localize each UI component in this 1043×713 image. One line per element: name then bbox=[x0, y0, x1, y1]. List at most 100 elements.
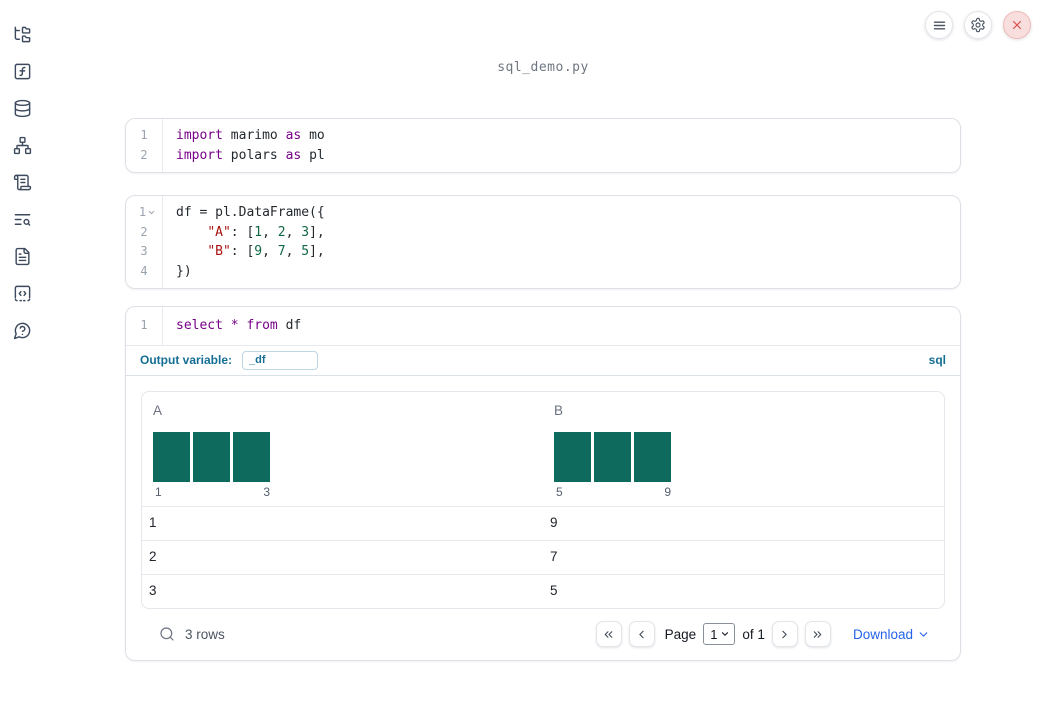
code-line[interactable]: import polars as pl bbox=[176, 147, 325, 163]
menu-icon bbox=[933, 20, 945, 30]
code-square-dashed-icon[interactable] bbox=[12, 283, 32, 303]
search-icon[interactable] bbox=[159, 626, 175, 642]
notebook-filename: sql_demo.py bbox=[497, 60, 589, 75]
settings-button[interactable] bbox=[964, 11, 992, 39]
notebook-actions-toolbar bbox=[925, 11, 1031, 39]
code-line[interactable]: "B": [9, 7, 5], bbox=[207, 244, 325, 259]
last-page-button[interactable] bbox=[804, 621, 831, 647]
histogram-max-label: 9 bbox=[664, 484, 671, 499]
fold-chevron-icon[interactable] bbox=[147, 208, 156, 217]
sql-cell[interactable]: 1 select * from df Output variable: sql … bbox=[125, 306, 961, 661]
network-icon[interactable] bbox=[12, 135, 32, 155]
code-content[interactable]: df = pl.DataFrame({ "A": [1, 2, 3], "B":… bbox=[163, 196, 325, 288]
table-cell: 2 bbox=[149, 548, 157, 564]
shutdown-button[interactable] bbox=[1003, 11, 1031, 39]
histogram-bar bbox=[554, 431, 591, 482]
page-of-label: of 1 bbox=[742, 626, 765, 642]
next-page-button[interactable] bbox=[771, 621, 798, 647]
table-cell: 9 bbox=[550, 514, 558, 530]
menu-button[interactable] bbox=[925, 11, 953, 39]
code-line[interactable]: import marimo as mo bbox=[176, 128, 325, 143]
histogram-bar bbox=[233, 431, 270, 482]
first-page-button[interactable] bbox=[595, 621, 622, 647]
code-line[interactable]: "A": [1, 2, 3], bbox=[207, 224, 325, 240]
line-number: 2 bbox=[140, 224, 148, 239]
code-line[interactable]: select * from df bbox=[176, 318, 302, 333]
column-histogram bbox=[554, 431, 671, 482]
line-number: 1 bbox=[126, 203, 162, 223]
database-icon[interactable] bbox=[12, 98, 32, 118]
histogram-max-label: 3 bbox=[263, 484, 270, 499]
histogram-bar bbox=[634, 431, 671, 482]
page-select[interactable]: 1 bbox=[703, 623, 736, 645]
table-cell: 7 bbox=[550, 548, 558, 564]
line-number: 1 bbox=[140, 128, 148, 142]
text-search-icon[interactable] bbox=[12, 209, 32, 229]
line-number-gutter: 1 bbox=[126, 307, 163, 345]
output-variable-label: Output variable: bbox=[140, 353, 233, 367]
code-line[interactable]: df = pl.DataFrame({ bbox=[176, 205, 325, 220]
line-number: 2 bbox=[140, 147, 148, 162]
column-histogram bbox=[153, 431, 270, 482]
line-number: 3 bbox=[140, 244, 148, 258]
page-label: Page bbox=[664, 626, 697, 642]
column-name[interactable]: A bbox=[153, 402, 163, 418]
table-footer: 3 rows Page 1 of 1 bbox=[141, 609, 945, 660]
close-icon bbox=[1012, 20, 1022, 30]
chevron-down-icon bbox=[722, 632, 729, 636]
line-number: 4 bbox=[140, 263, 148, 278]
download-button[interactable]: Download bbox=[853, 627, 930, 642]
table-cell: 5 bbox=[550, 582, 558, 598]
chevrons-right-icon bbox=[814, 630, 822, 638]
table-cell: 1 bbox=[149, 514, 157, 530]
file-text-icon[interactable] bbox=[12, 246, 32, 266]
sql-language-badge: sql bbox=[928, 353, 946, 367]
gear-icon bbox=[971, 17, 985, 33]
page-select-value: 1 bbox=[710, 626, 718, 642]
histogram-min-label: 1 bbox=[155, 484, 162, 499]
chevron-down-icon bbox=[919, 631, 928, 637]
column-name[interactable]: B bbox=[554, 402, 564, 418]
file-tree-icon[interactable] bbox=[12, 24, 32, 44]
chevrons-left-icon bbox=[604, 630, 613, 638]
previous-page-button[interactable] bbox=[628, 621, 655, 647]
pagination: Page 1 of 1 Download bbox=[595, 621, 930, 647]
scroll-text-icon[interactable] bbox=[12, 172, 32, 192]
code-content[interactable]: select * from df bbox=[163, 307, 301, 345]
chevron-right-icon bbox=[782, 630, 788, 638]
histogram-bar bbox=[594, 431, 631, 482]
histogram-bar bbox=[193, 431, 230, 482]
code-line[interactable]: }) bbox=[176, 263, 192, 279]
function-square-icon[interactable] bbox=[12, 61, 32, 81]
histogram-min-label: 5 bbox=[556, 484, 563, 499]
chevron-left-icon bbox=[639, 630, 644, 638]
sql-code-editor[interactable]: 1 select * from df bbox=[126, 307, 960, 346]
code-content[interactable]: import marimo as mo import polars as pl bbox=[163, 119, 325, 172]
line-number: 1 bbox=[140, 318, 148, 332]
output-variable-bar: Output variable: sql bbox=[126, 346, 960, 376]
help-bubble-icon[interactable] bbox=[12, 320, 32, 340]
table-cell: 3 bbox=[149, 582, 157, 598]
left-panel-sidebar bbox=[0, 0, 44, 713]
row-count: 3 rows bbox=[185, 626, 225, 642]
download-label: Download bbox=[852, 626, 913, 642]
output-variable-input[interactable] bbox=[242, 350, 319, 370]
